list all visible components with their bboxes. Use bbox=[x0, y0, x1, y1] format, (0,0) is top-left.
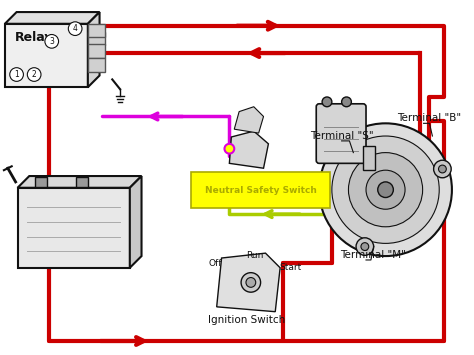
Circle shape bbox=[241, 273, 261, 292]
Circle shape bbox=[332, 136, 439, 244]
Circle shape bbox=[338, 135, 356, 152]
FancyBboxPatch shape bbox=[76, 177, 88, 187]
Text: Ignition Switch: Ignition Switch bbox=[208, 316, 285, 326]
Polygon shape bbox=[18, 176, 142, 188]
Circle shape bbox=[343, 140, 351, 147]
FancyBboxPatch shape bbox=[88, 32, 105, 45]
FancyBboxPatch shape bbox=[18, 188, 130, 268]
Circle shape bbox=[319, 123, 452, 256]
Text: 3: 3 bbox=[49, 37, 54, 46]
Polygon shape bbox=[130, 176, 142, 268]
FancyBboxPatch shape bbox=[316, 104, 366, 163]
Circle shape bbox=[322, 97, 332, 107]
Text: 2: 2 bbox=[32, 70, 36, 79]
Text: Start: Start bbox=[279, 263, 301, 272]
FancyBboxPatch shape bbox=[35, 177, 47, 187]
Circle shape bbox=[378, 182, 393, 197]
FancyBboxPatch shape bbox=[363, 146, 375, 170]
Circle shape bbox=[27, 68, 41, 81]
Polygon shape bbox=[229, 131, 268, 168]
Circle shape bbox=[348, 153, 423, 227]
FancyBboxPatch shape bbox=[88, 58, 105, 72]
Circle shape bbox=[246, 278, 256, 287]
Text: Neutral Safety Switch: Neutral Safety Switch bbox=[205, 186, 317, 195]
Circle shape bbox=[356, 238, 374, 255]
FancyBboxPatch shape bbox=[5, 24, 88, 87]
Text: Relay: Relay bbox=[15, 31, 53, 44]
Circle shape bbox=[434, 160, 451, 178]
Circle shape bbox=[361, 243, 369, 251]
Text: Off: Off bbox=[209, 259, 222, 268]
Circle shape bbox=[45, 34, 59, 48]
Polygon shape bbox=[234, 107, 264, 133]
Polygon shape bbox=[217, 253, 280, 312]
Circle shape bbox=[438, 165, 447, 173]
Text: Run: Run bbox=[246, 251, 264, 260]
Circle shape bbox=[366, 170, 405, 209]
Circle shape bbox=[10, 68, 23, 81]
Text: 1: 1 bbox=[14, 70, 19, 79]
Text: Terminal "S": Terminal "S" bbox=[310, 131, 374, 141]
Polygon shape bbox=[5, 12, 100, 24]
Circle shape bbox=[342, 97, 351, 107]
Circle shape bbox=[225, 144, 234, 154]
FancyBboxPatch shape bbox=[88, 44, 105, 58]
Polygon shape bbox=[88, 12, 100, 87]
Text: 4: 4 bbox=[73, 24, 78, 33]
Text: Terminal "B": Terminal "B" bbox=[397, 113, 461, 124]
Circle shape bbox=[68, 22, 82, 36]
FancyBboxPatch shape bbox=[88, 24, 105, 37]
Text: Terminal "M": Terminal "M" bbox=[340, 250, 406, 260]
